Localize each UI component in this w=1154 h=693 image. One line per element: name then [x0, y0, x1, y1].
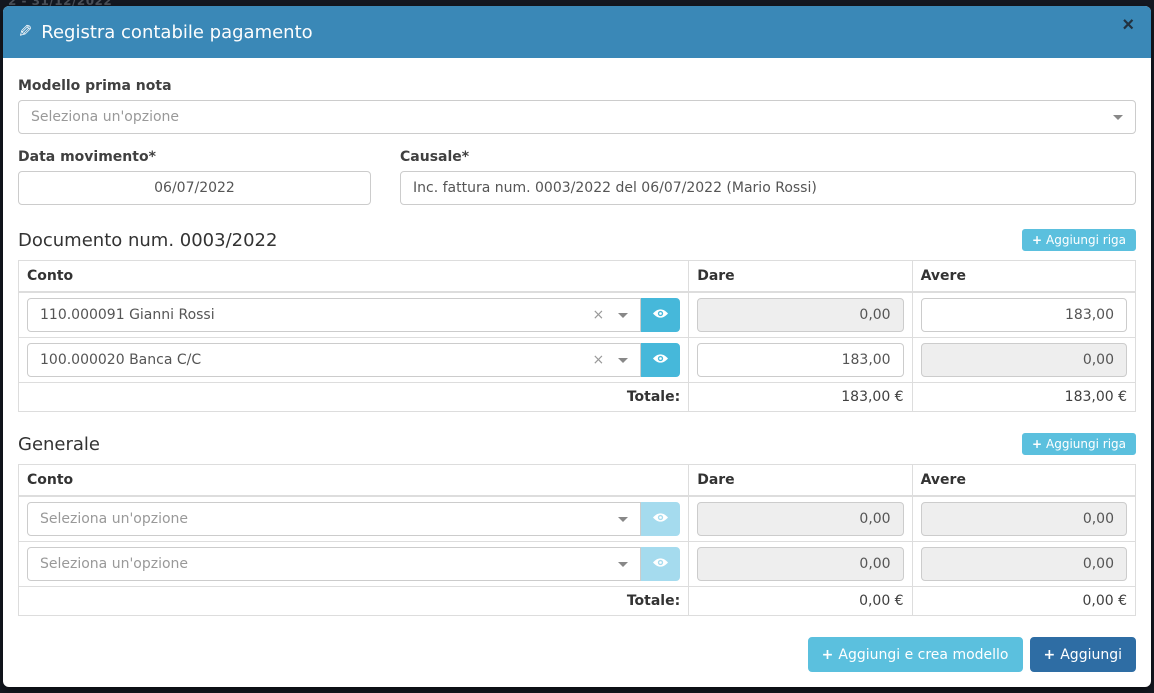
- close-icon[interactable]: ×: [1122, 14, 1134, 36]
- modello-prima-nota-select[interactable]: Seleziona un'opzione: [18, 100, 1136, 134]
- aggiungi-riga-label: Aggiungi riga: [1046, 437, 1126, 451]
- modal-footer: + Aggiungi e crea modello + Aggiungi: [3, 637, 1151, 689]
- causale-label: Causale*: [400, 149, 470, 165]
- eye-icon: [653, 555, 669, 573]
- registra-contabile-pagamento-modal: ✎ Registra contabile pagamento × Modello…: [3, 6, 1151, 687]
- column-header-conto: Conto: [17, 260, 690, 293]
- chevron-down-icon: [618, 357, 629, 363]
- column-header-dare: Dare: [688, 464, 913, 497]
- chevron-down-icon: [618, 516, 629, 522]
- aggiungi-e-crea-modello-label: Aggiungi e crea modello: [838, 646, 1009, 663]
- dare-input: [697, 547, 904, 581]
- avere-input: [920, 343, 1127, 377]
- dare-input: [697, 298, 904, 332]
- avere-input: [920, 547, 1127, 581]
- data-movimento-input[interactable]: [18, 171, 371, 205]
- view-account-button[interactable]: [641, 343, 681, 377]
- conto-select[interactable]: Seleziona un'opzione: [27, 547, 642, 581]
- view-account-button[interactable]: [641, 298, 681, 332]
- column-header-avere: Avere: [911, 260, 1137, 293]
- conto-select-value: 100.000020 Banca C/C: [40, 352, 202, 368]
- plus-icon: +: [1043, 646, 1056, 663]
- column-header-dare: Dare: [688, 260, 913, 293]
- conto-select[interactable]: 110.000091 Gianni Rossi ×: [27, 298, 642, 332]
- conto-select-value: 110.000091 Gianni Rossi: [40, 307, 215, 323]
- conto-select[interactable]: Seleziona un'opzione: [27, 502, 642, 536]
- aggiungi-riga-label: Aggiungi riga: [1046, 233, 1126, 247]
- eye-icon: [653, 306, 669, 324]
- aggiungi-button[interactable]: + Aggiungi: [1029, 637, 1136, 672]
- generale-table: Conto Dare Avere Seleziona un'opzione: [17, 464, 1137, 616]
- chevron-down-icon: [618, 312, 629, 318]
- conto-select[interactable]: 100.000020 Banca C/C ×: [27, 343, 642, 377]
- generale-aggiungi-riga-button[interactable]: + Aggiungi riga: [1021, 433, 1136, 455]
- view-account-button: [641, 502, 681, 536]
- pencil-icon: ✎: [18, 22, 33, 42]
- eye-icon: [653, 351, 669, 369]
- dare-input[interactable]: [697, 343, 904, 377]
- modello-prima-nota-label: Modello prima nota: [18, 78, 172, 94]
- causale-input[interactable]: [400, 171, 1136, 205]
- conto-select-placeholder: Seleziona un'opzione: [40, 556, 189, 572]
- totale-avere-value: 183,00 €: [911, 382, 1137, 412]
- avere-input: [920, 502, 1127, 536]
- totale-label: Totale:: [17, 382, 690, 412]
- clear-icon[interactable]: ×: [592, 352, 605, 368]
- column-header-conto: Conto: [17, 464, 690, 497]
- avere-input[interactable]: [920, 298, 1127, 332]
- conto-select-placeholder: Seleziona un'opzione: [40, 511, 189, 527]
- eye-icon: [653, 510, 669, 528]
- documento-aggiungi-riga-button[interactable]: + Aggiungi riga: [1021, 229, 1136, 251]
- data-movimento-label: Data movimento*: [18, 149, 156, 165]
- modal-body: Modello prima nota Seleziona un'opzione …: [3, 58, 1151, 637]
- plus-icon: +: [821, 646, 834, 663]
- modal-title: Registra contabile pagamento: [41, 21, 313, 43]
- chevron-down-icon: [618, 561, 629, 567]
- table-row: Seleziona un'opzione: [17, 495, 1137, 542]
- aggiungi-e-crea-modello-button[interactable]: + Aggiungi e crea modello: [807, 637, 1023, 672]
- clear-icon[interactable]: ×: [592, 307, 605, 323]
- modello-prima-nota-placeholder: Seleziona un'opzione: [31, 109, 180, 125]
- column-header-avere: Avere: [911, 464, 1137, 497]
- totale-label: Totale:: [17, 586, 690, 616]
- table-row: Seleziona un'opzione: [17, 541, 1137, 587]
- total-row: Totale: 183,00 € 183,00 €: [17, 382, 1137, 412]
- table-row: 100.000020 Banca C/C ×: [17, 337, 1137, 383]
- section-documento-title: Documento num. 0003/2022: [18, 230, 278, 251]
- documento-table: Conto Dare Avere 110.000091 Gianni Rossi…: [17, 260, 1137, 412]
- dare-input: [697, 502, 904, 536]
- view-account-button: [641, 547, 681, 581]
- total-row: Totale: 0,00 € 0,00 €: [17, 586, 1137, 616]
- plus-icon: +: [1031, 233, 1042, 247]
- aggiungi-label: Aggiungi: [1060, 646, 1122, 663]
- modal-header: ✎ Registra contabile pagamento ×: [3, 6, 1151, 58]
- totale-dare-value: 183,00 €: [688, 382, 913, 412]
- section-generale-title: Generale: [18, 434, 101, 455]
- totale-avere-value: 0,00 €: [911, 586, 1137, 616]
- totale-dare-value: 0,00 €: [688, 586, 913, 616]
- background-page-fragment: 2 - 31/12/2022: [8, 0, 113, 8]
- chevron-down-icon: [1113, 114, 1123, 120]
- table-row: 110.000091 Gianni Rossi ×: [17, 291, 1137, 338]
- plus-icon: +: [1031, 437, 1042, 451]
